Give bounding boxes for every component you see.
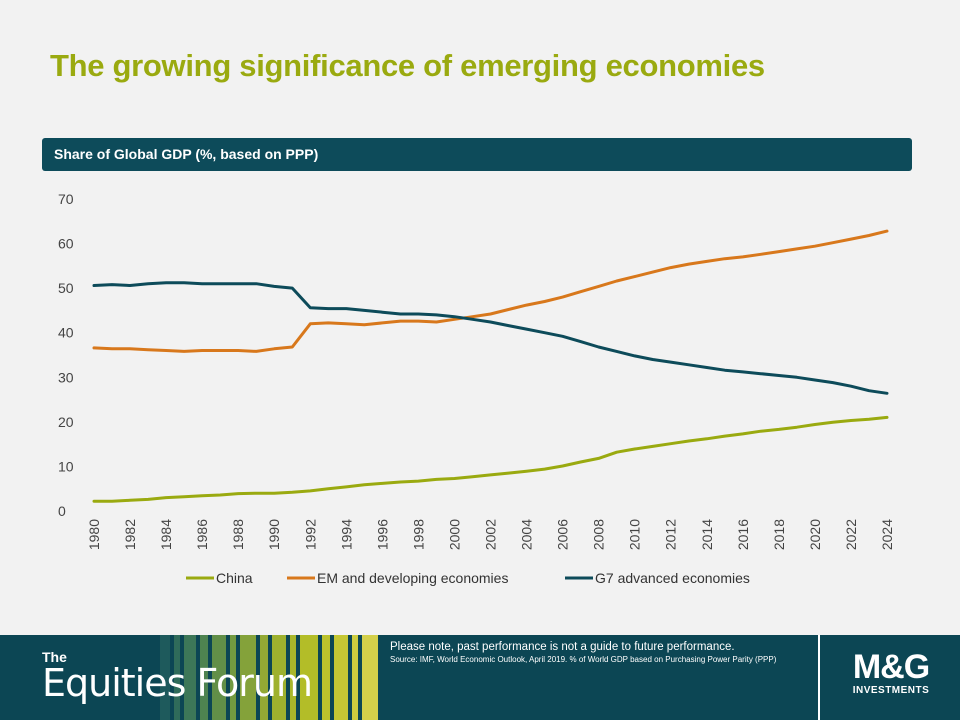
- mg-logo: M&G INVESTMENTS: [832, 649, 950, 696]
- x-tick-label: 1984: [158, 519, 174, 550]
- legend-label: China: [216, 570, 253, 586]
- x-tick-label: 2000: [446, 519, 462, 550]
- x-tick-label: 2016: [735, 519, 751, 550]
- logo-mark: M&G: [852, 648, 930, 686]
- y-tick-label: 10: [58, 458, 74, 474]
- x-tick-label: 1992: [302, 519, 318, 550]
- slide-title: The growing significance of emerging eco…: [50, 48, 765, 83]
- legend: China EM and developing economies G7 advan…: [186, 570, 750, 586]
- x-tick-label: 2022: [843, 519, 859, 550]
- brand-logo: The Equities Forum: [42, 649, 313, 705]
- y-tick-label: 40: [58, 325, 74, 341]
- x-tick-label: 2006: [555, 519, 571, 550]
- x-tick-label: 2020: [807, 519, 823, 550]
- x-tick-label: 1988: [230, 519, 246, 550]
- y-tick-label: 50: [58, 280, 74, 296]
- y-tick-label: 20: [58, 414, 74, 430]
- y-tick-label: 60: [58, 236, 74, 252]
- x-tick-label: 2004: [519, 519, 535, 550]
- series-line-1: [92, 415, 889, 503]
- y-tick-label: 30: [58, 369, 74, 385]
- series-lines: [92, 229, 889, 503]
- x-tick-label: 1986: [194, 519, 210, 550]
- chart-title: Share of Global GDP (%, based on PPP): [42, 138, 912, 171]
- x-tick-label: 2010: [627, 519, 643, 550]
- footer: The Equities Forum Please note, past per…: [0, 635, 960, 720]
- series-line-3: [92, 281, 889, 395]
- legend-label: G7 advanced economies: [595, 570, 750, 586]
- line-chart: 0 10 20 30 40 50 60 70 1980 1982 1984 1986 1988 1990…: [58, 191, 895, 586]
- y-tick-label: 0: [58, 503, 66, 519]
- disclaimer-text: Please note, past performance is not a g…: [390, 641, 735, 653]
- x-tick-label: 1998: [410, 519, 426, 550]
- x-tick-label: 2002: [483, 519, 499, 550]
- series-line-2: [92, 229, 889, 353]
- logo-sub: INVESTMENTS: [852, 685, 930, 696]
- x-tick-label: 2008: [591, 519, 607, 550]
- legend-label: EM and developing economies: [317, 570, 508, 586]
- x-tick-label: 2012: [663, 519, 679, 550]
- disclaimer: Please note, past performance is not a g…: [390, 641, 812, 665]
- x-tick-label: 2024: [879, 519, 895, 550]
- brand-name: Equities Forum: [42, 661, 313, 705]
- brand-the: The: [42, 649, 67, 665]
- x-tick-label: 2014: [699, 519, 715, 550]
- x-tick-label: 1996: [374, 519, 390, 550]
- x-tick-label: 1994: [338, 519, 354, 550]
- decorative-stripes: [160, 635, 378, 720]
- x-tick-label: 1990: [266, 519, 282, 550]
- x-tick-label: 1982: [122, 519, 138, 550]
- x-axis: 1980 1982 1984 1986 1988 1990 1992 1994 1996 1998…: [86, 519, 895, 550]
- footer-divider: [818, 635, 820, 720]
- x-tick-label: 1980: [86, 519, 102, 550]
- x-tick-label: 2018: [771, 519, 787, 550]
- y-tick-label: 70: [58, 191, 74, 207]
- y-axis: 0 10 20 30 40 50 60 70: [58, 191, 74, 519]
- source-note: Source: IMF, World Economic Outlook, Apr…: [390, 655, 777, 664]
